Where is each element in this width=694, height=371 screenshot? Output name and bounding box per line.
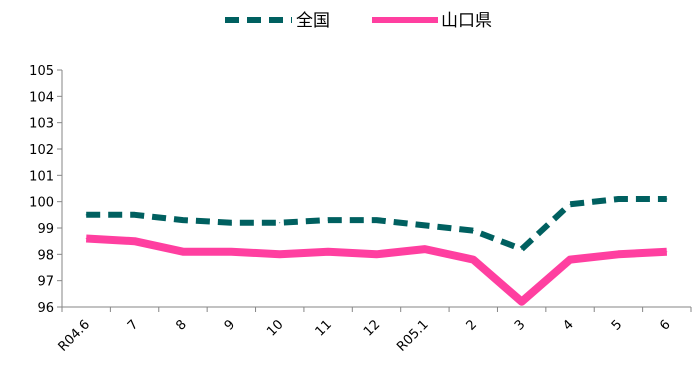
data-point	[279, 253, 281, 255]
x-tick-label: 6	[657, 317, 673, 333]
data-point	[666, 251, 668, 253]
x-axis-ticks: R04.6 7 8 9 10 11 12 R05.1 2 3 4 5 6	[56, 307, 692, 355]
y-tick-label: 100	[29, 196, 54, 211]
data-point	[569, 203, 571, 205]
y-tick-label: 103	[29, 117, 54, 132]
x-tick-label: 8	[173, 317, 189, 333]
data-point	[376, 219, 377, 221]
x-tick-label: R04.6	[56, 317, 93, 354]
x-tick-label: 7	[125, 317, 141, 333]
data-point	[569, 259, 571, 261]
data-point	[521, 248, 523, 250]
x-tick-label: 4	[560, 317, 576, 333]
data-point	[134, 240, 136, 242]
data-point	[617, 253, 619, 255]
x-tick-label: R05.1	[394, 317, 431, 354]
y-tick-label: 97	[37, 275, 54, 290]
data-point	[472, 259, 474, 261]
series-line-yamaguchi	[85, 234, 668, 306]
data-point	[521, 301, 523, 303]
y-tick-label: 102	[29, 143, 54, 158]
x-tick-label: 3	[512, 317, 528, 333]
data-point	[327, 251, 329, 253]
data-point	[666, 198, 668, 200]
x-tick-label: 5	[609, 317, 625, 333]
y-tick-label: 98	[37, 248, 54, 263]
y-axis-ticks: 96 97 98 99 100 101 102 103 104 105	[29, 64, 62, 316]
data-point	[85, 214, 87, 216]
series-line-national	[86, 196, 667, 253]
axes	[61, 70, 691, 308]
data-point	[85, 238, 87, 240]
data-point	[134, 214, 136, 216]
data-point	[424, 248, 426, 250]
data-point	[617, 198, 619, 200]
x-tick-label: 9	[222, 317, 238, 333]
legend: 全国 山口県	[225, 11, 492, 31]
x-tick-label: 11	[313, 317, 335, 339]
legend-label-yamaguchi: 山口県	[441, 11, 492, 31]
x-tick-label: 2	[464, 317, 480, 333]
data-point	[376, 253, 377, 255]
legend-label-national: 全国	[296, 11, 330, 31]
data-point	[230, 251, 232, 253]
y-tick-label: 96	[37, 301, 54, 316]
data-point	[182, 219, 184, 221]
x-tick-label: 12	[361, 317, 383, 339]
data-point	[182, 251, 184, 253]
x-tick-label: 10	[264, 317, 286, 339]
data-point	[279, 222, 281, 224]
data-point	[230, 222, 232, 224]
y-tick-label: 101	[29, 169, 54, 184]
y-tick-label: 99	[37, 222, 54, 237]
data-point	[472, 230, 474, 232]
data-point	[327, 219, 329, 221]
series-lines	[85, 196, 668, 306]
y-tick-label: 104	[29, 90, 54, 105]
y-tick-label: 105	[29, 64, 54, 79]
data-point	[424, 224, 426, 226]
